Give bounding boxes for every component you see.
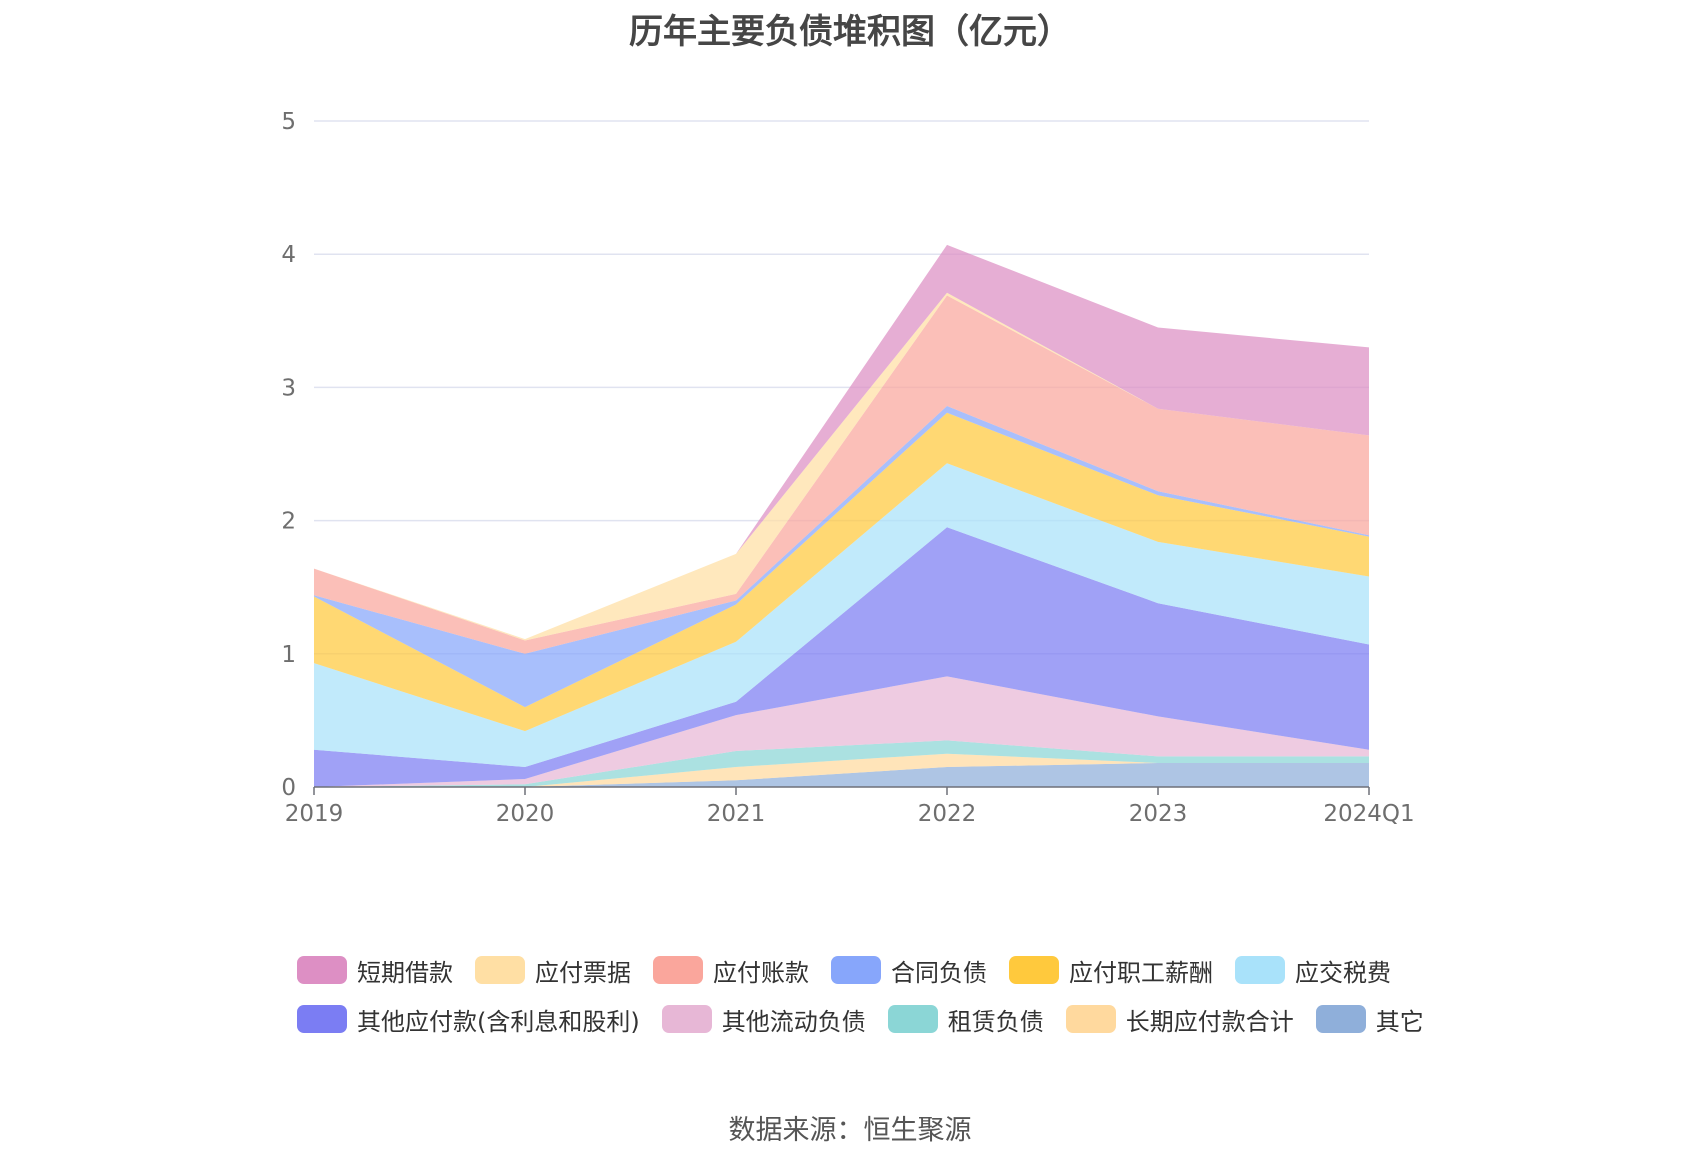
legend-row: 其他应付款(含利息和股利) 其他流动负债 租赁负债 长期应付款合计 其它 bbox=[297, 1002, 1447, 1037]
area-series-2 bbox=[314, 740, 1369, 787]
legend-item[interactable]: 长期应付款合计 bbox=[1065, 1002, 1294, 1037]
area-series-1 bbox=[314, 753, 1369, 787]
legend-item[interactable]: 应交税费 bbox=[1235, 953, 1391, 988]
y-tick-label: 1 bbox=[281, 642, 296, 668]
legend-label: 合同负债 bbox=[891, 958, 987, 987]
x-tick-label: 2022 bbox=[918, 801, 977, 827]
data-source: 数据来源：恒生聚源 bbox=[728, 1115, 972, 1146]
y-tick-label: 2 bbox=[281, 509, 296, 535]
legend-label: 应付票据 bbox=[535, 958, 631, 987]
legend-swatch bbox=[653, 956, 703, 984]
x-tick-label: 2019 bbox=[285, 801, 344, 827]
area-series-3 bbox=[314, 676, 1369, 787]
legend-label: 其它 bbox=[1375, 1007, 1424, 1036]
legend-label: 其他应付款(含利息和股利) bbox=[357, 1007, 640, 1036]
legend-swatch bbox=[297, 956, 347, 984]
legend-item[interactable]: 应付账款 bbox=[653, 953, 809, 988]
x-tick-label: 2023 bbox=[1129, 801, 1188, 827]
chart-title: 历年主要负债堆积图（亿元） bbox=[629, 12, 1071, 52]
legend-item[interactable]: 应付票据 bbox=[475, 953, 631, 988]
area-series-8 bbox=[314, 295, 1369, 654]
legend: 短期借款 应付票据 应付账款 合同负债 应付职工薪酬 应交税费 其他应付款(含利息和股利) 其… bbox=[297, 955, 1447, 1053]
legend-label: 租赁负债 bbox=[947, 1007, 1044, 1036]
legend-item[interactable]: 其他流动负债 bbox=[661, 1002, 866, 1037]
legend-swatch bbox=[1315, 1005, 1366, 1033]
legend-swatch bbox=[297, 1005, 347, 1033]
area-series-5 bbox=[314, 463, 1369, 767]
legend-swatch bbox=[1065, 1005, 1116, 1033]
legend-row: 短期借款 应付票据 应付账款 合同负债 应付职工薪酬 应交税费 bbox=[297, 953, 1447, 988]
legend-label: 短期借款 bbox=[357, 958, 453, 987]
legend-label: 应付职工薪酬 bbox=[1069, 958, 1213, 987]
legend-swatch bbox=[475, 956, 525, 984]
legend-item[interactable]: 其它 bbox=[1315, 1002, 1424, 1037]
legend-item[interactable]: 短期借款 bbox=[297, 953, 453, 988]
x-tick-label: 2020 bbox=[496, 801, 555, 827]
y-tick-label: 4 bbox=[281, 242, 296, 268]
y-tick-label: 0 bbox=[281, 775, 296, 801]
area-series-10 bbox=[314, 244, 1369, 640]
y-tick-label: 5 bbox=[281, 109, 296, 135]
area-series-0 bbox=[314, 763, 1369, 787]
legend-label: 长期应付款合计 bbox=[1125, 1007, 1294, 1036]
legend-item[interactable]: 应付职工薪酬 bbox=[1009, 953, 1213, 988]
area-series-6 bbox=[314, 412, 1369, 732]
legend-swatch bbox=[1235, 956, 1285, 984]
legend-label: 应交税费 bbox=[1295, 958, 1391, 987]
x-tick-label: 2021 bbox=[707, 801, 766, 827]
axes: 0 1 2 3 4 5 2019 2020 2021 2022 2023 2024Q1 bbox=[281, 109, 1414, 827]
legend-label: 其他流动负债 bbox=[721, 1007, 866, 1036]
legend-swatch bbox=[831, 956, 881, 984]
x-tick-label: 2024Q1 bbox=[1323, 801, 1414, 827]
legend-swatch bbox=[661, 1005, 712, 1033]
legend-item[interactable]: 合同负债 bbox=[831, 953, 987, 988]
y-tick-label: 3 bbox=[281, 375, 296, 401]
legend-label: 应付账款 bbox=[713, 958, 809, 987]
legend-item[interactable]: 租赁负债 bbox=[887, 1002, 1044, 1037]
legend-swatch bbox=[1009, 956, 1059, 984]
legend-item[interactable]: 其他应付款(含利息和股利) bbox=[297, 1002, 640, 1037]
legend-swatch bbox=[887, 1005, 938, 1033]
area-series-4 bbox=[314, 527, 1369, 787]
stacked-areas bbox=[314, 244, 1369, 787]
